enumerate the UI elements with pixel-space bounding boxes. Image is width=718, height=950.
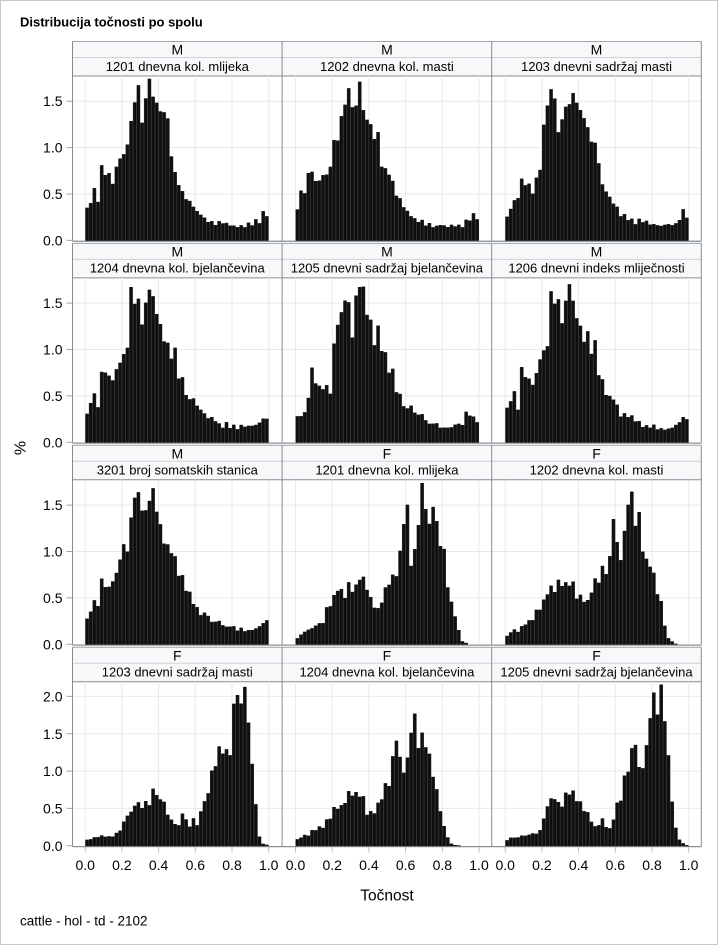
svg-text:M: M [171,244,183,260]
svg-text:1.0: 1.0 [43,544,63,560]
svg-text:1.5: 1.5 [43,497,63,513]
svg-text:0.0: 0.0 [286,857,306,873]
svg-text:F: F [592,445,601,461]
svg-text:M: M [381,42,393,58]
svg-text:M: M [591,244,603,260]
svg-text:2.0: 2.0 [43,688,63,704]
svg-text:1.5: 1.5 [43,93,63,109]
svg-text:0.4: 0.4 [569,857,589,873]
svg-text:0.5: 0.5 [43,800,63,816]
svg-text:0.6: 0.6 [396,857,416,873]
svg-text:M: M [591,42,603,58]
svg-text:M: M [381,244,393,260]
svg-text:0.2: 0.2 [532,857,552,873]
svg-text:1201 dnevna kol. mlijeka: 1201 dnevna kol. mlijeka [315,463,459,478]
svg-text:1203 dnevni sadržaj masti: 1203 dnevni sadržaj masti [102,665,253,680]
svg-text:0.8: 0.8 [222,857,242,873]
svg-text:3201 broj somatskih stanica: 3201 broj somatskih stanica [97,463,259,478]
svg-text:F: F [592,647,601,663]
svg-text:0.0: 0.0 [43,232,63,248]
svg-text:F: F [383,445,392,461]
svg-text:F: F [173,647,182,663]
svg-text:0.0: 0.0 [43,838,63,854]
svg-text:0.8: 0.8 [642,857,662,873]
svg-text:1.5: 1.5 [43,295,63,311]
svg-text:1.0: 1.0 [43,763,63,779]
svg-text:Distribucija točnosti po spolu: Distribucija točnosti po spolu [20,15,203,30]
svg-text:0.2: 0.2 [112,857,132,873]
svg-text:0.2: 0.2 [322,857,342,873]
svg-text:0.5: 0.5 [43,388,63,404]
svg-text:M: M [171,445,183,461]
svg-text:1205 dnevni sadržaj bjelančevi: 1205 dnevni sadržaj bjelančevina [500,665,693,680]
svg-text:0.6: 0.6 [186,857,206,873]
svg-text:1.0: 1.0 [469,857,489,873]
svg-text:0.4: 0.4 [359,857,379,873]
svg-text:1.5: 1.5 [43,726,63,742]
svg-text:1.0: 1.0 [259,857,279,873]
svg-text:1203 dnevni sadržaj masti: 1203 dnevni sadržaj masti [521,59,672,74]
svg-text:1206 dnevni indeks mliječnosti: 1206 dnevni indeks mliječnosti [508,261,684,276]
svg-text:0.4: 0.4 [149,857,169,873]
svg-text:1201 dnevna kol. mlijeka: 1201 dnevna kol. mlijeka [106,59,250,74]
svg-text:1205 dnevni sadržaj bjelančevi: 1205 dnevni sadržaj bjelančevina [291,261,484,276]
svg-text:0.5: 0.5 [43,186,63,202]
svg-text:1.0: 1.0 [43,342,63,358]
svg-text:1204 dnevna kol. bjelančevina: 1204 dnevna kol. bjelančevina [90,261,266,276]
svg-text:1202 dnevna kol. masti: 1202 dnevna kol. masti [530,463,664,478]
svg-text:cattle - hol - td - 2102: cattle - hol - td - 2102 [20,914,148,929]
svg-text:0.8: 0.8 [433,857,453,873]
svg-text:1.0: 1.0 [43,140,63,156]
svg-text:F: F [383,647,392,663]
svg-text:Točnost: Točnost [360,888,414,905]
svg-text:%: % [12,441,29,455]
svg-text:1202 dnevna kol. masti: 1202 dnevna kol. masti [320,59,454,74]
svg-text:M: M [171,42,183,58]
svg-text:0.0: 0.0 [75,857,95,873]
svg-text:0.0: 0.0 [495,857,515,873]
svg-text:1.0: 1.0 [679,857,699,873]
svg-text:0.5: 0.5 [43,590,63,606]
svg-text:1204 dnevna kol. bjelančevina: 1204 dnevna kol. bjelančevina [299,665,475,680]
svg-text:0.0: 0.0 [43,636,63,652]
svg-text:0.0: 0.0 [43,434,63,450]
svg-text:0.6: 0.6 [606,857,626,873]
